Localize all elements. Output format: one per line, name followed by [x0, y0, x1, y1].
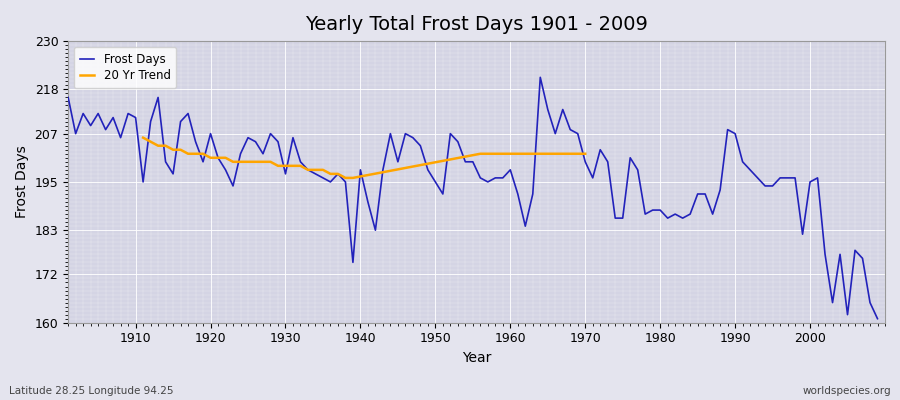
- 20 Yr Trend: [482, 151, 493, 156]
- Text: Latitude 28.25 Longitude 94.25: Latitude 28.25 Longitude 94.25: [9, 386, 174, 396]
- 20 Yr Trend: [527, 151, 538, 156]
- 20 Yr Trend: [220, 155, 231, 160]
- Frost Days: [288, 135, 299, 140]
- 20 Yr Trend: [212, 155, 223, 160]
- 20 Yr Trend: [266, 160, 276, 164]
- Frost Days: [872, 316, 883, 321]
- 20 Yr Trend: [288, 164, 299, 168]
- 20 Yr Trend: [572, 151, 583, 156]
- 20 Yr Trend: [490, 151, 500, 156]
- 20 Yr Trend: [243, 160, 254, 164]
- Title: Yearly Total Frost Days 1901 - 2009: Yearly Total Frost Days 1901 - 2009: [305, 15, 648, 34]
- Frost Days: [535, 75, 545, 80]
- 20 Yr Trend: [475, 151, 486, 156]
- Frost Days: [122, 111, 133, 116]
- Frost Days: [332, 172, 343, 176]
- 20 Yr Trend: [280, 164, 291, 168]
- 20 Yr Trend: [535, 151, 545, 156]
- 20 Yr Trend: [295, 164, 306, 168]
- 20 Yr Trend: [520, 151, 531, 156]
- 20 Yr Trend: [160, 143, 171, 148]
- 20 Yr Trend: [332, 172, 343, 176]
- 20 Yr Trend: [505, 151, 516, 156]
- Text: worldspecies.org: worldspecies.org: [803, 386, 891, 396]
- 20 Yr Trend: [205, 155, 216, 160]
- 20 Yr Trend: [167, 147, 178, 152]
- 20 Yr Trend: [190, 151, 201, 156]
- Frost Days: [63, 95, 74, 100]
- 20 Yr Trend: [340, 176, 351, 180]
- X-axis label: Year: Year: [462, 351, 491, 365]
- 20 Yr Trend: [153, 143, 164, 148]
- 20 Yr Trend: [325, 172, 336, 176]
- Frost Days: [498, 176, 508, 180]
- Line: Frost Days: Frost Days: [68, 77, 878, 319]
- 20 Yr Trend: [228, 160, 238, 164]
- 20 Yr Trend: [302, 168, 313, 172]
- 20 Yr Trend: [347, 176, 358, 180]
- 20 Yr Trend: [138, 135, 148, 140]
- 20 Yr Trend: [176, 147, 186, 152]
- Frost Days: [602, 160, 613, 164]
- 20 Yr Trend: [310, 168, 321, 172]
- 20 Yr Trend: [580, 151, 590, 156]
- 20 Yr Trend: [318, 168, 328, 172]
- 20 Yr Trend: [235, 160, 246, 164]
- Y-axis label: Frost Days: Frost Days: [15, 146, 29, 218]
- 20 Yr Trend: [183, 151, 194, 156]
- Legend: Frost Days, 20 Yr Trend: Frost Days, 20 Yr Trend: [74, 47, 176, 88]
- 20 Yr Trend: [250, 160, 261, 164]
- 20 Yr Trend: [543, 151, 553, 156]
- 20 Yr Trend: [145, 139, 156, 144]
- Frost Days: [505, 168, 516, 172]
- Line: 20 Yr Trend: 20 Yr Trend: [143, 138, 585, 178]
- 20 Yr Trend: [512, 151, 523, 156]
- 20 Yr Trend: [498, 151, 508, 156]
- 20 Yr Trend: [273, 164, 284, 168]
- 20 Yr Trend: [198, 151, 209, 156]
- 20 Yr Trend: [257, 160, 268, 164]
- 20 Yr Trend: [565, 151, 576, 156]
- 20 Yr Trend: [557, 151, 568, 156]
- 20 Yr Trend: [550, 151, 561, 156]
